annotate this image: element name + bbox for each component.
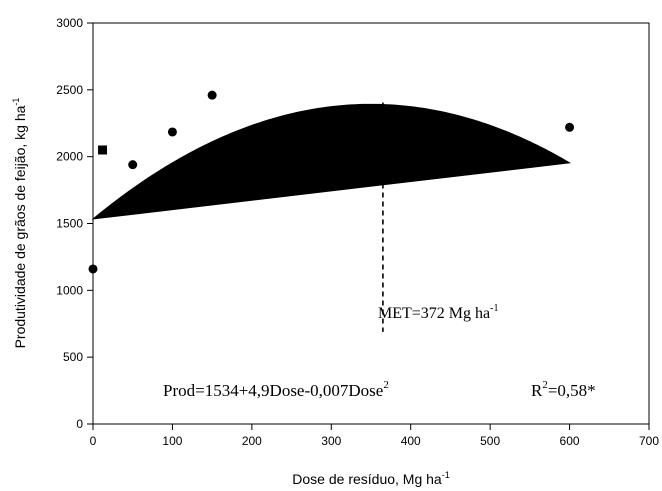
x-tick-label: 200 <box>242 434 262 448</box>
data-point-circle <box>128 160 138 170</box>
data-point-circle <box>167 127 177 137</box>
fit-shaded-region <box>91 103 572 220</box>
y-tick-label: 2500 <box>56 83 83 97</box>
x-tick-label: 300 <box>321 434 341 448</box>
met-annotation: MET=372 Mg ha-1 <box>378 303 498 322</box>
x-tick-label: 0 <box>90 434 97 448</box>
y-tick-label: 1000 <box>56 283 83 297</box>
y-axis-label: Produtividade de grãos de feijão, kg ha-… <box>11 98 28 349</box>
r-squared-annotation: R2=0,58* <box>531 379 596 400</box>
x-tick-label: 600 <box>560 434 580 448</box>
y-tick-label: 3000 <box>56 16 83 30</box>
y-tick-label: 2000 <box>56 150 83 164</box>
x-tick-label: 500 <box>480 434 500 448</box>
data-point-circle <box>88 264 98 274</box>
equation-annotation: Prod=1534+4,9Dose-0,007Dose2 <box>163 379 389 400</box>
x-tick-label: 400 <box>401 434 421 448</box>
data-point-square <box>98 145 108 155</box>
y-tick-label: 0 <box>76 417 83 431</box>
x-tick-label: 100 <box>162 434 182 448</box>
x-axis-label: Dose de resíduo, Mg ha-1 <box>292 470 449 487</box>
plot-frame <box>92 22 650 425</box>
data-point-circle <box>207 90 217 100</box>
y-tick-label: 1500 <box>56 217 83 231</box>
x-tick-label: 700 <box>639 434 659 448</box>
data-points <box>88 90 575 274</box>
data-point-circle <box>565 122 575 132</box>
y-tick-label: 500 <box>63 350 83 364</box>
axis-ticks: 0 100 200 300 400 500 600 700 0 500 1000 1500 2000 25… <box>56 16 659 448</box>
